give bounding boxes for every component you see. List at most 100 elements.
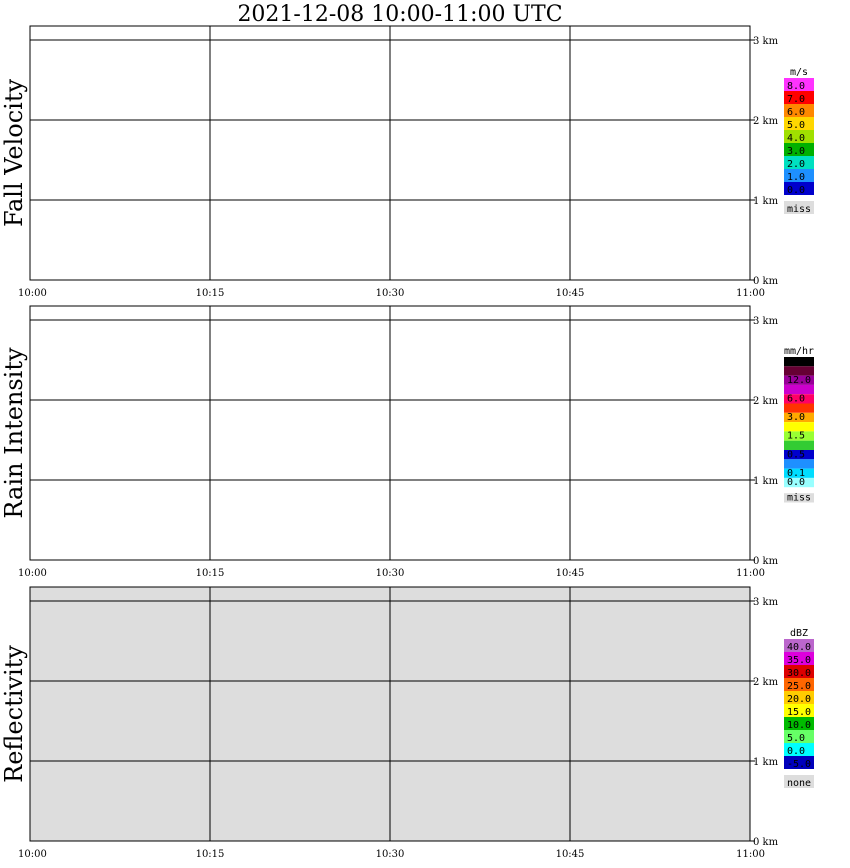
legend-swatch bbox=[784, 156, 814, 169]
legend-swatch bbox=[784, 440, 814, 450]
legend-label: 2.0 bbox=[787, 159, 805, 170]
legend-label: 25.0 bbox=[787, 681, 811, 692]
legend-label: 35.0 bbox=[787, 655, 811, 666]
legend-unit: dBZ bbox=[790, 628, 808, 639]
x-tick-label: 10:00 bbox=[18, 568, 47, 579]
chart-title: 2021-12-08 10:00-11:00 UTC bbox=[237, 2, 563, 27]
legend-label: 30.0 bbox=[787, 668, 811, 679]
legend-swatch bbox=[784, 422, 814, 432]
legend-label: 12.0 bbox=[787, 375, 811, 386]
legend-label: none bbox=[787, 778, 811, 789]
legend-label: 8.0 bbox=[787, 81, 805, 92]
legend-swatch bbox=[784, 78, 814, 91]
y-tick-label: 3 km bbox=[753, 36, 779, 47]
x-tick-label: 10:30 bbox=[376, 568, 405, 579]
y-tick-label: 0 km bbox=[753, 837, 779, 848]
legend-swatch bbox=[784, 431, 814, 441]
legend-label: 0.5 bbox=[787, 449, 805, 460]
legend-label: 48.0 bbox=[787, 356, 811, 367]
legend-label: -5.0 bbox=[787, 759, 811, 770]
legend-swatch bbox=[784, 468, 814, 478]
legend-unit: m/s bbox=[790, 67, 808, 78]
legend-swatch bbox=[784, 730, 814, 743]
legend-swatch bbox=[784, 493, 814, 503]
legend-swatch bbox=[784, 182, 814, 195]
legend-label: 6.0 bbox=[787, 107, 805, 118]
legend-swatch bbox=[784, 143, 814, 156]
legend-label: 1.5 bbox=[787, 431, 805, 442]
legend-swatch bbox=[784, 775, 814, 788]
legend-swatch bbox=[784, 91, 814, 104]
y-tick-label: 3 km bbox=[753, 316, 779, 327]
x-tick-label: 11:00 bbox=[736, 568, 765, 579]
legend-swatch bbox=[784, 130, 814, 143]
legend-swatch bbox=[784, 639, 814, 652]
legend-label: miss bbox=[787, 204, 811, 215]
x-tick-label: 10:15 bbox=[196, 849, 225, 860]
legend-swatch bbox=[784, 678, 814, 691]
x-tick-label: 10:00 bbox=[18, 288, 47, 299]
legend-swatch bbox=[784, 366, 814, 376]
legend-swatch bbox=[784, 743, 814, 756]
legend-label: 5.0 bbox=[787, 120, 805, 131]
legend-swatch bbox=[784, 384, 814, 395]
legend-label: 10.0 bbox=[787, 720, 811, 731]
legend-label: miss bbox=[787, 493, 811, 504]
legend-label: 3.0 bbox=[787, 146, 805, 157]
legend-label: 5.0 bbox=[787, 733, 805, 744]
x-tick-label: 10:00 bbox=[18, 849, 47, 860]
legend-swatch bbox=[784, 375, 814, 385]
legend-label: 15.0 bbox=[787, 707, 811, 718]
x-tick-label: 10:30 bbox=[376, 288, 405, 299]
x-tick-label: 10:30 bbox=[376, 849, 405, 860]
legend-swatch bbox=[784, 756, 814, 769]
legend-swatch bbox=[784, 704, 814, 717]
x-tick-label: 10:15 bbox=[196, 568, 225, 579]
legend-swatch bbox=[784, 459, 814, 469]
legend-label: 7.0 bbox=[787, 94, 805, 105]
y-tick-label: 3 km bbox=[753, 597, 779, 608]
legend-swatch bbox=[784, 652, 814, 665]
legend-label: 0.1 bbox=[787, 468, 805, 479]
y-tick-label: 1 km bbox=[753, 196, 779, 207]
legend-swatch bbox=[784, 665, 814, 678]
legend-swatch bbox=[784, 357, 814, 367]
legend-swatch bbox=[784, 412, 814, 423]
x-tick-label: 10:45 bbox=[556, 849, 585, 860]
x-tick-label: 11:00 bbox=[736, 849, 765, 860]
legend-swatch bbox=[784, 477, 814, 488]
panel-label: Fall Velocity bbox=[0, 79, 28, 228]
legend-label: 1.0 bbox=[787, 172, 805, 183]
legend-label: 0.0 bbox=[787, 746, 805, 757]
legend-unit: mm/hr bbox=[784, 346, 814, 357]
legend-swatch bbox=[784, 104, 814, 117]
y-tick-label: 0 km bbox=[753, 556, 779, 567]
legend-label: 6.0 bbox=[787, 394, 805, 405]
panel-label: Reflectivity bbox=[0, 645, 28, 783]
y-tick-label: 2 km bbox=[753, 677, 779, 688]
legend-label: 3.0 bbox=[787, 412, 805, 423]
legend-swatch bbox=[784, 717, 814, 730]
y-tick-label: 2 km bbox=[753, 116, 779, 127]
x-tick-label: 11:00 bbox=[736, 288, 765, 299]
legend-label: 4.0 bbox=[787, 133, 805, 144]
legend-swatch bbox=[784, 394, 814, 404]
legend-swatch bbox=[784, 450, 814, 460]
legend-label: 0.0 bbox=[787, 185, 805, 196]
y-tick-label: 1 km bbox=[753, 476, 779, 487]
panel-label: Rain Intensity bbox=[0, 347, 28, 519]
legend-swatch bbox=[784, 169, 814, 182]
legend-swatch bbox=[784, 403, 814, 413]
x-tick-label: 10:45 bbox=[556, 568, 585, 579]
legend-swatch bbox=[784, 117, 814, 130]
y-tick-label: 2 km bbox=[753, 396, 779, 407]
x-tick-label: 10:15 bbox=[196, 288, 225, 299]
y-tick-label: 0 km bbox=[753, 276, 779, 287]
legend-label: 40.0 bbox=[787, 642, 811, 653]
legend-swatch bbox=[784, 201, 814, 214]
x-tick-label: 10:45 bbox=[556, 288, 585, 299]
legend-label: 0.0 bbox=[787, 477, 805, 488]
legend-label: 20.0 bbox=[787, 694, 811, 705]
y-tick-label: 1 km bbox=[753, 757, 779, 768]
